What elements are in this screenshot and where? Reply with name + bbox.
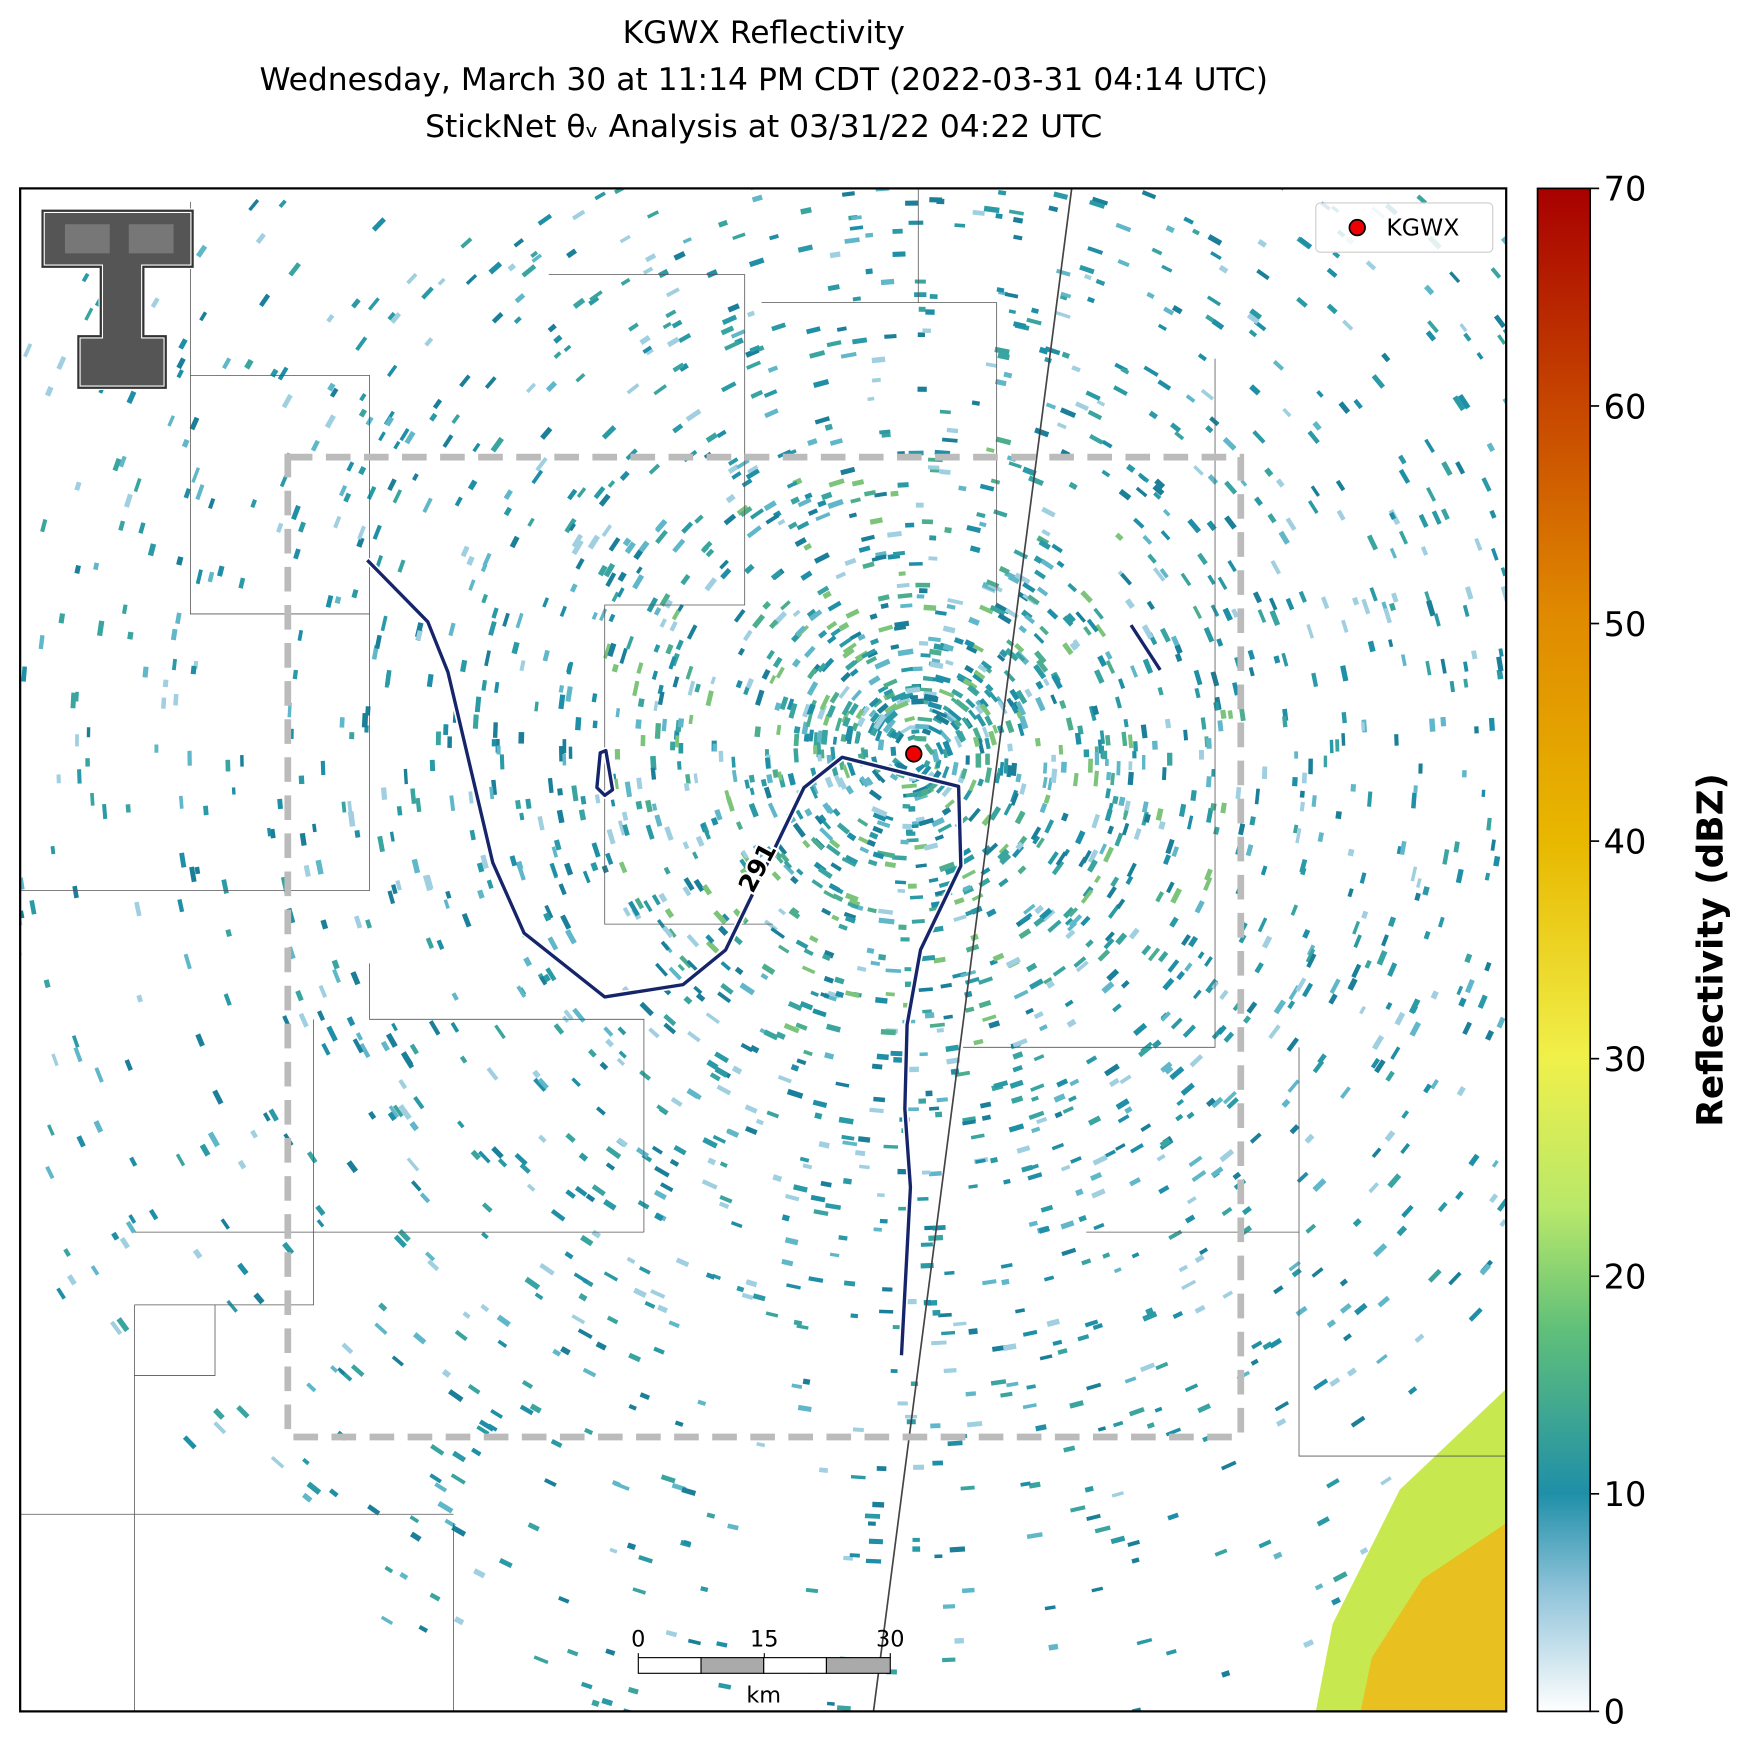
county-borders (20, 188, 1507, 1712)
title-line: KGWX Reflectivity (623, 15, 905, 51)
logo (40, 208, 195, 390)
scale-unit: km (746, 1682, 781, 1708)
colorbar-tick-label: 50 (1604, 605, 1647, 644)
colorbar-tick-label: 40 (1604, 822, 1647, 861)
legend-label: KGWX (1386, 213, 1459, 241)
legend-marker (1348, 218, 1366, 237)
colorbar-tick-label: 10 (1604, 1475, 1647, 1514)
title-line: Wednesday, March 30 at 11:14 PM CDT (202… (259, 62, 1268, 98)
colorbar-label: Reflectivity (dBZ) (1690, 773, 1731, 1127)
colorbar-tick-label: 60 (1604, 387, 1647, 426)
map-frame (19, 187, 1508, 1713)
title-line: StickNet θᵥ Analysis at 03/31/22 04:22 U… (425, 109, 1102, 145)
scale-tick-label: 15 (750, 1626, 778, 1652)
scale-tick-label: 30 (876, 1626, 904, 1652)
scale-tick-label: 0 (631, 1626, 645, 1652)
colorbar (1536, 187, 1592, 1713)
legend-box (1315, 202, 1494, 253)
analysis-domain (284, 453, 1245, 1441)
legend: KGWX (1315, 202, 1494, 253)
colorbar-tick-label: 70 (1604, 170, 1647, 209)
colorbar-tick-label: 0 (1604, 1693, 1625, 1732)
colorbar-tick-label: 20 (1604, 1258, 1647, 1297)
radar-site (905, 745, 923, 763)
colorbar-tick-label: 30 (1604, 1040, 1647, 1079)
state-border (872, 188, 1073, 1712)
map-background (20, 188, 1507, 1712)
scale-bar (637, 1657, 891, 1674)
contour (364, 557, 1163, 1356)
